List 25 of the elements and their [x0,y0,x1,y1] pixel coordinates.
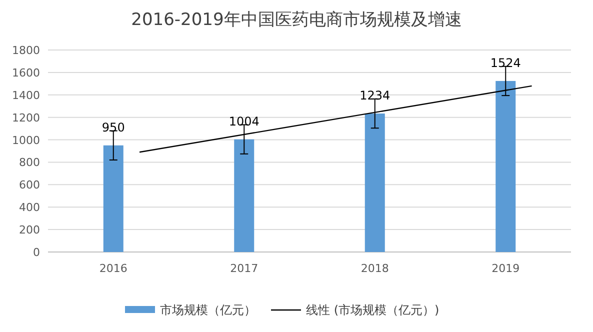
data-label: 1234 [360,88,390,103]
y-tick-label: 800 [19,156,40,170]
bar [103,145,124,252]
legend-label: 线性 (市场规模（亿元）) [306,303,440,317]
y-tick-label: 1800 [12,44,40,57]
chart-title: 2016-2019年中国医药电商市场规模及增速 [131,10,462,30]
data-label: 1524 [490,56,521,70]
y-tick-label: 1000 [12,134,40,147]
x-tick-label: 2016 [99,262,128,275]
bar [234,139,254,252]
y-tick-label: 1200 [12,111,40,124]
x-tick-label: 2019 [492,262,520,275]
y-tick-label: 1400 [12,88,40,102]
y-tick-label: 0 [33,246,40,259]
y-tick-label: 200 [19,224,40,237]
bar [496,80,516,252]
y-tick-label: 1600 [12,66,40,80]
y-tick-label: 600 [19,178,40,192]
data-label: 950 [102,120,125,134]
data-label: 1004 [228,114,260,128]
x-tick-label: 2018 [360,262,389,275]
legend-label: 市场规模（亿元） [160,303,256,317]
y-tick-label: 400 [19,201,40,214]
x-tick-label: 2017 [230,262,258,275]
bar [364,114,385,252]
